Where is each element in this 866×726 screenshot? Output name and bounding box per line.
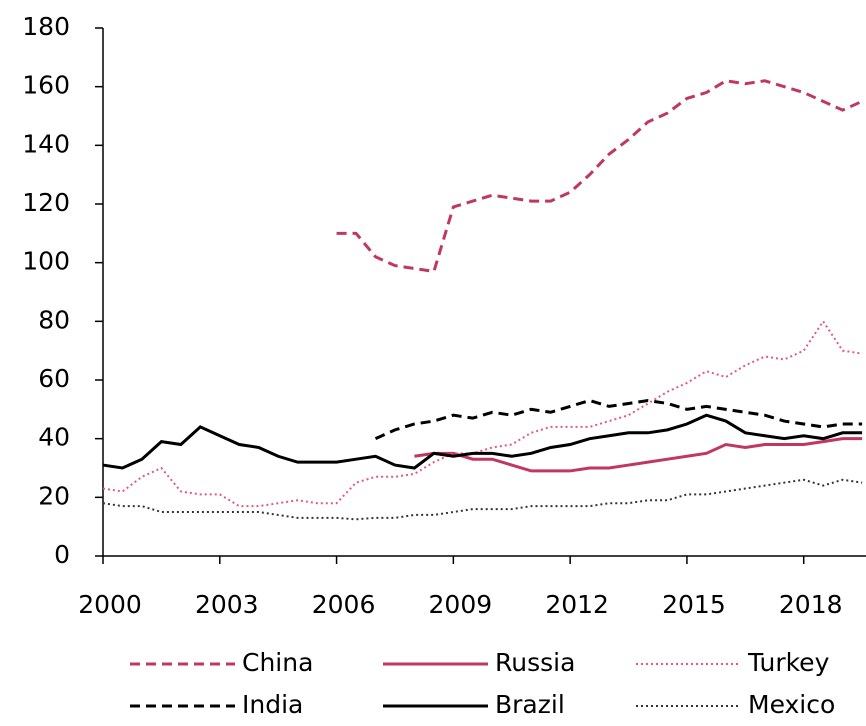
y-tick-label: 100 (22, 247, 70, 276)
y-tick-label: 0 (54, 540, 70, 569)
legend-label: China (242, 648, 313, 677)
x-tick-label: 2003 (195, 590, 259, 619)
y-tick-label: 80 (38, 305, 70, 334)
series-line (414, 437, 863, 473)
x-tick-label: 2012 (545, 590, 609, 619)
legend-label: Brazil (495, 690, 565, 719)
legend-label: Russia (495, 648, 575, 677)
y-tick-label: 160 (22, 71, 70, 100)
legend-label: Turkey (747, 648, 830, 677)
series-line (336, 79, 863, 274)
x-tick-label: 2009 (429, 590, 493, 619)
legend-label: India (242, 690, 303, 719)
x-tick-label: 2015 (662, 590, 726, 619)
series-line (102, 413, 863, 470)
y-tick-label: 20 (38, 481, 70, 510)
x-tick-label: 2000 (78, 590, 142, 619)
y-tick-label: 140 (22, 129, 70, 158)
x-tick-label: 2006 (312, 590, 376, 619)
x-tick-label: 2018 (779, 590, 843, 619)
y-tick-label: 120 (22, 188, 70, 217)
y-tick-label: 60 (38, 364, 70, 393)
y-tick-label: 180 (22, 12, 70, 41)
series-line (374, 398, 863, 441)
legend-label: Mexico (748, 690, 835, 719)
series-line (102, 478, 863, 521)
y-tick-label: 40 (38, 423, 70, 452)
series-line (102, 319, 863, 508)
